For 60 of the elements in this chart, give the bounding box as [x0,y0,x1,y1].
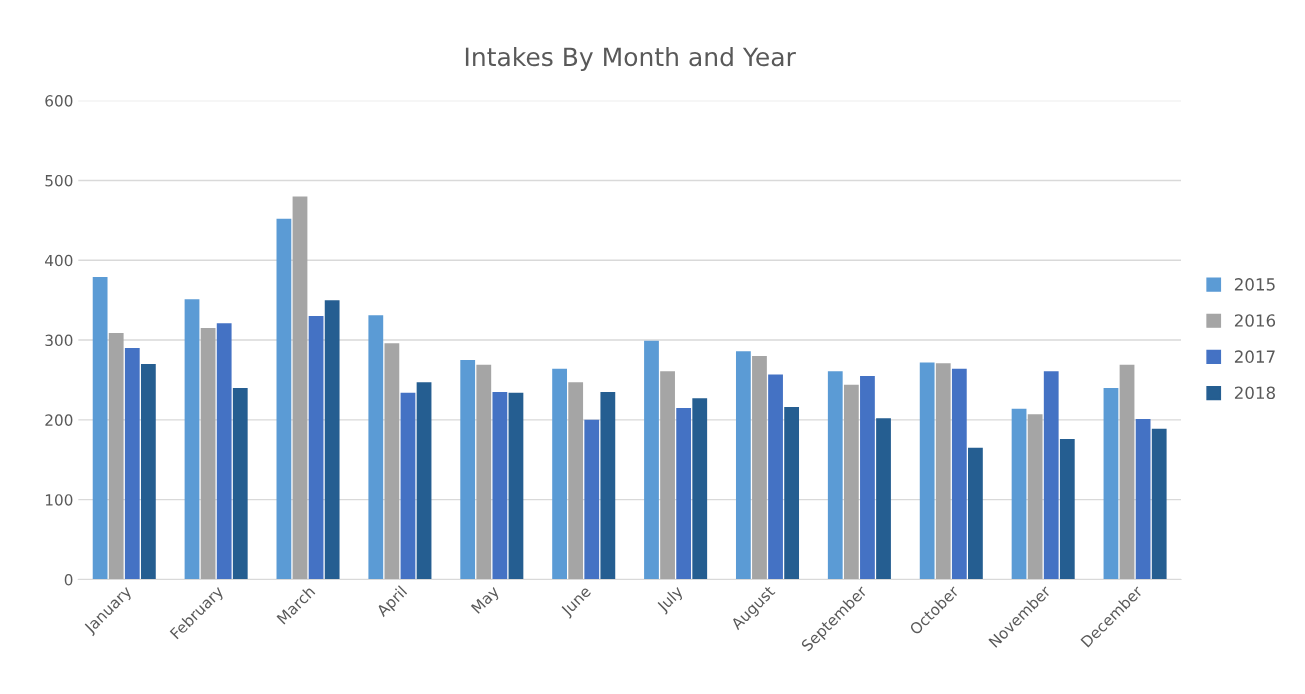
bar [876,418,891,580]
bar [200,328,216,580]
bar [476,364,492,580]
bar [400,392,416,580]
bar [644,340,659,580]
bar [276,218,292,580]
bar [768,374,783,580]
bar [951,368,967,580]
y-tick-label: 500 [45,174,73,187]
bar [735,351,751,580]
bar [568,382,584,580]
bar [184,299,200,580]
bar [460,360,476,580]
legend-label: 2018 [1234,386,1275,400]
bar [1027,414,1043,580]
bar [416,382,432,580]
bar [508,392,524,580]
bar [1043,371,1059,580]
bar [600,391,616,580]
legend-label: 2017 [1234,350,1275,363]
bar [935,363,951,580]
bar [692,398,708,580]
bar [827,371,843,580]
bar [784,407,800,580]
bar [292,196,308,580]
y-tick-label: 400 [45,254,73,267]
bar [1011,408,1027,580]
bar [660,371,675,580]
bar [860,375,875,580]
bar [968,447,983,580]
bar [140,364,156,580]
bar [1151,428,1167,580]
y-tick-label: 200 [45,414,73,426]
bar [584,419,600,580]
legend-label: 2016 [1234,314,1276,327]
y-tick-label: 0 [64,573,73,586]
bar [232,387,248,580]
bar [752,356,767,580]
legend-label: 2015 [1234,278,1275,291]
y-tick-label: 100 [45,494,73,506]
y-tick-label: 300 [45,334,73,347]
bar [308,316,324,580]
bar [492,391,508,580]
bar [843,384,859,580]
bar [919,362,935,580]
chart-title: Intakes By Month and Year [465,46,796,72]
bar [324,300,340,580]
bar [1103,387,1119,580]
bar [552,368,567,580]
bar [124,348,140,580]
bar [92,277,108,580]
bar [108,332,124,580]
bar [384,343,400,580]
bar [368,315,384,580]
bar [216,323,232,580]
y-tick-label: 600 [45,95,73,107]
bar [1119,364,1135,580]
bar [1059,439,1075,580]
bar [676,407,692,580]
bar [1135,419,1151,580]
